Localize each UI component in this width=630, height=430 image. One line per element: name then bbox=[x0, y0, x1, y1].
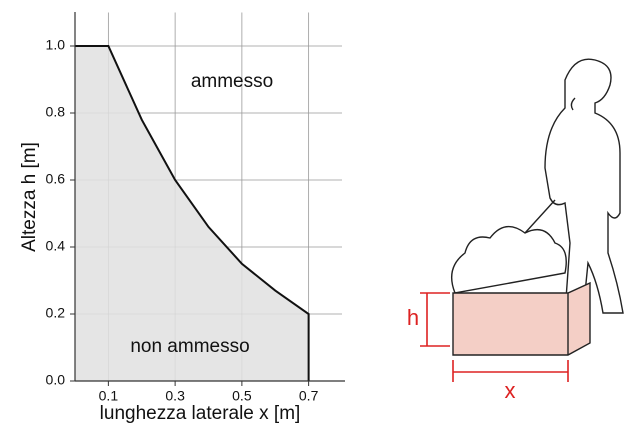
box bbox=[453, 283, 590, 355]
y-tick-label: 1.0 bbox=[46, 37, 66, 53]
y-axis-label: Altezza h [m] bbox=[19, 142, 40, 252]
y-tick-label: 0.8 bbox=[46, 104, 66, 120]
leaves bbox=[452, 227, 567, 293]
x-axis-label: lunghezza laterale x [m] bbox=[100, 403, 301, 424]
illustration bbox=[452, 59, 623, 355]
x-tick-label: 0.1 bbox=[99, 388, 119, 404]
chart: Altezza h [m] lunghezza laterale x [m] a… bbox=[0, 0, 630, 430]
x-tick-label: 0.7 bbox=[299, 388, 319, 404]
y-tick-label: 0.2 bbox=[46, 305, 66, 321]
y-tick-label: 0.4 bbox=[46, 238, 66, 254]
x-label: x bbox=[505, 378, 516, 403]
y-tick-label: 0.6 bbox=[46, 171, 66, 187]
x-tick-label: 0.3 bbox=[165, 388, 185, 404]
h-label: h bbox=[407, 305, 419, 330]
annotation: ammesso bbox=[191, 71, 273, 92]
area-fill bbox=[75, 46, 309, 381]
y-tick-label: 0.0 bbox=[46, 372, 66, 388]
plot-layer bbox=[75, 46, 309, 381]
annotation: non ammesso bbox=[130, 336, 249, 357]
x-tick-label: 0.5 bbox=[232, 388, 252, 404]
